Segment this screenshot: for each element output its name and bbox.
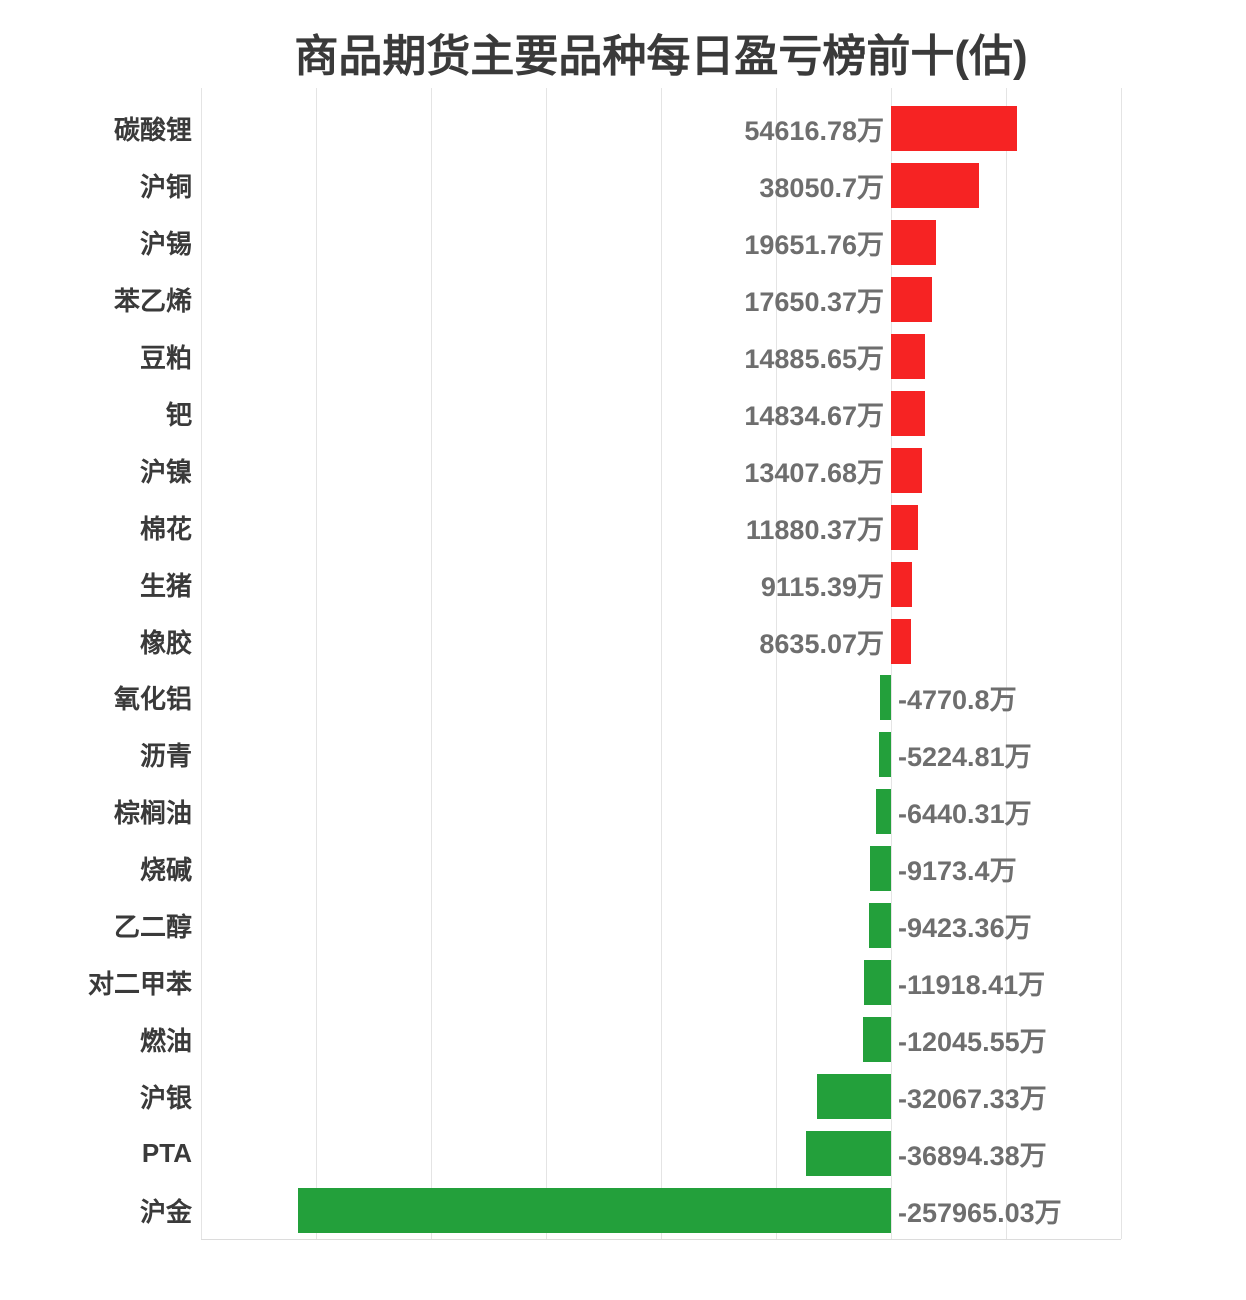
category-label: 钯 — [165, 399, 192, 430]
category-label: 橡胶 — [139, 627, 192, 658]
gridline — [431, 88, 432, 1239]
category-label: 棉花 — [139, 513, 192, 544]
bar-row: 沪金 -257965.03万 — [0, 1182, 1246, 1239]
bar-row: 燃油 -12045.55万 — [0, 1011, 1246, 1068]
category-label: 碳酸锂 — [113, 114, 192, 145]
bar-positive — [891, 333, 926, 379]
bar-negative — [869, 846, 891, 892]
value-label: -257965.03万 — [898, 1198, 1062, 1229]
chart-title: 商品期货主要品种每日盈亏榜前十(估) — [294, 32, 1028, 81]
bar-row: 豆粕 14885.65万 — [0, 328, 1246, 385]
gridline — [201, 88, 202, 1239]
value-label: -9173.4万 — [898, 856, 1017, 887]
gridline — [316, 88, 317, 1239]
value-label: 11880.37万 — [745, 514, 884, 545]
bar-positive — [891, 162, 979, 208]
bar-negative — [863, 960, 891, 1006]
value-label: -12045.55万 — [898, 1027, 1047, 1058]
category-label: 沪锡 — [139, 228, 192, 259]
bar-row: 棕榈油 -6440.31万 — [0, 783, 1246, 840]
bar-positive — [891, 390, 926, 436]
bar-negative — [806, 1131, 891, 1177]
bar-row: 沪铜 38050.7万 — [0, 157, 1246, 214]
category-label: 沪银 — [139, 1083, 192, 1114]
bar-positive — [891, 561, 912, 607]
value-label: 9115.39万 — [760, 571, 884, 602]
bar-row: 橡胶 8635.07万 — [0, 613, 1246, 670]
gridline — [661, 88, 662, 1239]
category-label: 豆粕 — [139, 342, 192, 373]
value-label: 13407.68万 — [744, 457, 884, 488]
bar-negative — [876, 789, 891, 835]
value-label: -6440.31万 — [898, 799, 1032, 830]
category-label: 沪铜 — [139, 171, 192, 202]
bar-row: 沥青 -5224.81万 — [0, 726, 1246, 783]
value-label: -11918.41万 — [898, 970, 1046, 1001]
value-label: 54616.78万 — [744, 115, 884, 146]
bar-positive — [891, 504, 919, 550]
bar-row: 氧化铝 -4770.8万 — [0, 670, 1246, 727]
bar-positive — [891, 447, 922, 493]
gridline — [776, 88, 777, 1239]
bar-rows: 碳酸锂 54616.78万沪铜 38050.7万沪锡 19651.76万苯乙烯 1765… — [0, 100, 1246, 1239]
value-label: 19651.76万 — [744, 229, 884, 260]
value-label: 14834.67万 — [744, 400, 884, 431]
category-label: 沥青 — [139, 741, 192, 772]
value-label: -32067.33万 — [898, 1084, 1047, 1115]
value-label: -5224.81万 — [898, 742, 1032, 773]
bar-row: 对二甲苯 -11918.41万 — [0, 954, 1246, 1011]
category-label: PTA — [141, 1138, 192, 1169]
value-label: 17650.37万 — [744, 286, 884, 317]
bar-row: 沪镍 13407.68万 — [0, 442, 1246, 499]
value-label: 8635.07万 — [759, 628, 884, 659]
bar-row: 碳酸锂 54616.78万 — [0, 100, 1246, 157]
value-label: -36894.38万 — [898, 1141, 1047, 1172]
bar-negative — [880, 675, 891, 721]
bar-row: 乙二醇 -9423.36万 — [0, 897, 1246, 954]
bar-negative — [863, 1017, 891, 1063]
category-label: 沪金 — [139, 1197, 192, 1228]
bar-positive — [891, 276, 932, 322]
bar-row: PTA -36894.38万 — [0, 1125, 1246, 1182]
bar-positive — [891, 219, 937, 265]
bar-row: 烧碱 -9173.4万 — [0, 840, 1246, 897]
category-label: 生猪 — [139, 570, 192, 601]
value-label: 38050.7万 — [759, 172, 884, 203]
bar-row: 苯乙烯 17650.37万 — [0, 271, 1246, 328]
category-label: 乙二醇 — [113, 912, 192, 943]
value-label: 14885.65万 — [744, 343, 884, 374]
category-label: 苯乙烯 — [113, 285, 192, 316]
category-label: 棕榈油 — [113, 798, 192, 829]
bar-row: 沪银 -32067.33万 — [0, 1068, 1246, 1125]
bar-negative — [817, 1074, 891, 1120]
value-label: -4770.8万 — [898, 685, 1017, 716]
gridline — [1121, 88, 1122, 1239]
gridline — [1006, 88, 1007, 1239]
bar-negative — [297, 1188, 891, 1234]
gridline — [546, 88, 547, 1239]
bar-negative — [878, 732, 891, 778]
category-label: 燃油 — [139, 1026, 192, 1057]
category-label: 对二甲苯 — [87, 969, 192, 1000]
category-label: 氧化铝 — [113, 684, 192, 715]
bar-row: 钯 14834.67万 — [0, 385, 1246, 442]
value-label: -9423.36万 — [898, 913, 1032, 944]
category-label: 烧碱 — [139, 855, 192, 886]
bar-row: 沪锡 19651.76万 — [0, 214, 1246, 271]
bar-row: 棉花 11880.37万 — [0, 499, 1246, 556]
bar-positive — [891, 618, 911, 664]
category-label: 沪镍 — [139, 456, 192, 487]
bar-row: 生猪 9115.39万 — [0, 556, 1246, 613]
bar-positive — [891, 105, 1017, 151]
bar-negative — [869, 903, 891, 949]
